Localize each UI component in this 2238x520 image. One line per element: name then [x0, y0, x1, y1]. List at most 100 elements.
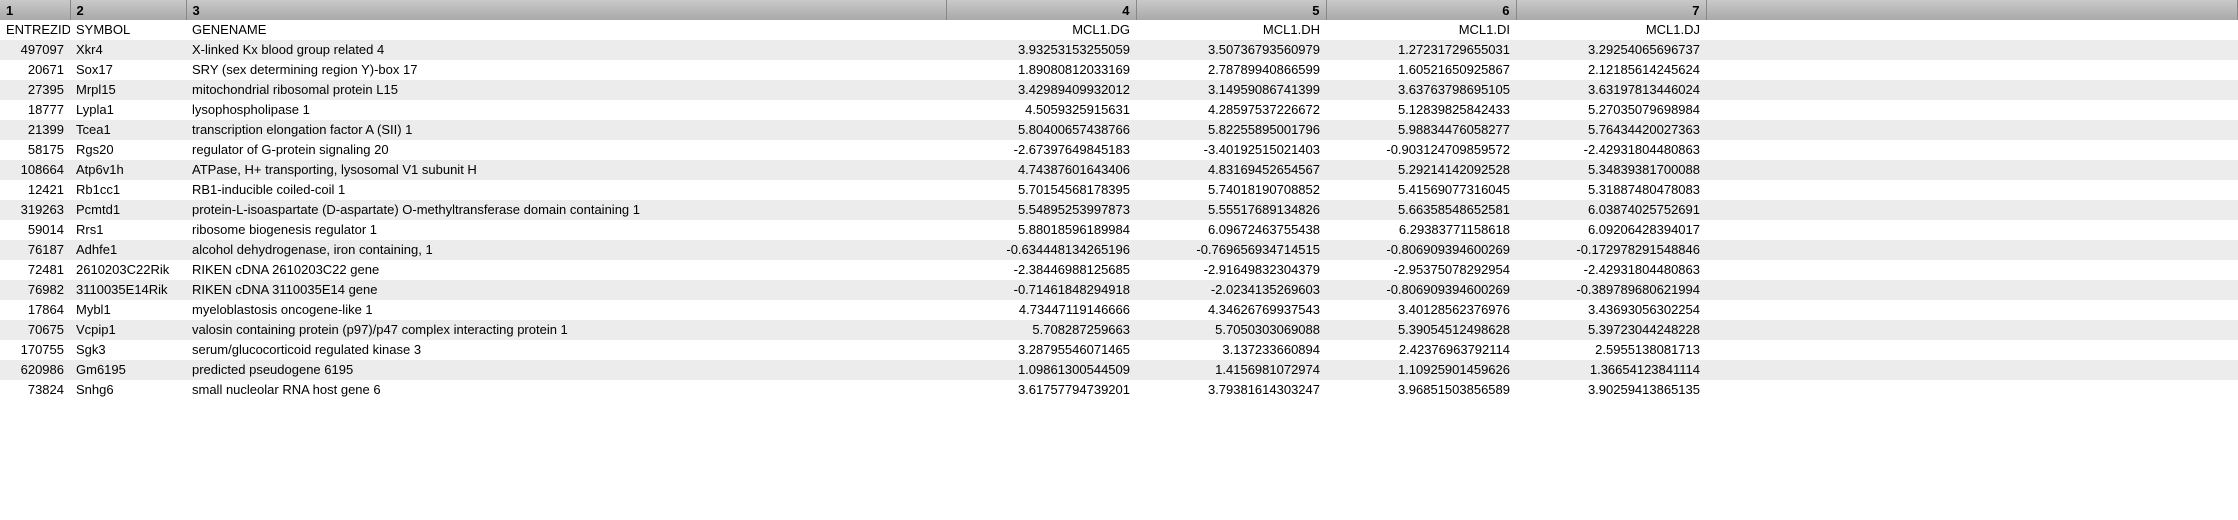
table-row[interactable]: 319263Pcmtd1protein-L-isoaspartate (D-as…	[0, 200, 2238, 220]
header-cell[interactable]: SYMBOL	[70, 20, 186, 40]
header-cell[interactable]: MCL1.DI	[1326, 20, 1516, 40]
table-cell[interactable]: 5.41569077316045	[1326, 180, 1516, 200]
table-cell[interactable]: 108664	[0, 160, 70, 180]
table-cell[interactable]: RB1-inducible coiled-coil 1	[186, 180, 946, 200]
table-cell[interactable]: 76982	[0, 280, 70, 300]
table-cell[interactable]: 497097	[0, 40, 70, 60]
table-cell[interactable]: 4.5059325915631	[946, 100, 1136, 120]
table-cell[interactable]: 3.28795546071465	[946, 340, 1136, 360]
table-cell[interactable]: 1.89080812033169	[946, 60, 1136, 80]
table-cell[interactable]: Mybl1	[70, 300, 186, 320]
table-cell[interactable]: 3.96851503856589	[1326, 380, 1516, 400]
table-cell[interactable]: lysophospholipase 1	[186, 100, 946, 120]
header-cell[interactable]: ENTREZID	[0, 20, 70, 40]
table-row[interactable]: 18777Lypla1lysophospholipase 14.50593259…	[0, 100, 2238, 120]
table-cell[interactable]: 3.61757794739201	[946, 380, 1136, 400]
table-cell[interactable]: 58175	[0, 140, 70, 160]
table-cell[interactable]: 3.14959086741399	[1136, 80, 1326, 100]
table-cell[interactable]: -2.95375078292954	[1326, 260, 1516, 280]
col-index-7[interactable]: 7	[1516, 0, 1706, 20]
table-cell[interactable]: Sox17	[70, 60, 186, 80]
table-row[interactable]: 12421Rb1cc1RB1-inducible coiled-coil 15.…	[0, 180, 2238, 200]
table-cell[interactable]: 20671	[0, 60, 70, 80]
table-cell[interactable]: 3.90259413865135	[1516, 380, 1706, 400]
table-cell[interactable]: 3.63197813446024	[1516, 80, 1706, 100]
table-cell[interactable]: Sgk3	[70, 340, 186, 360]
table-cell[interactable]: 5.88018596189984	[946, 220, 1136, 240]
table-cell[interactable]: 59014	[0, 220, 70, 240]
table-cell[interactable]: 70675	[0, 320, 70, 340]
table-cell[interactable]: -0.634448134265196	[946, 240, 1136, 260]
table-cell[interactable]: RIKEN cDNA 2610203C22 gene	[186, 260, 946, 280]
table-cell[interactable]: 3110035E14Rik	[70, 280, 186, 300]
table-row[interactable]: 20671Sox17SRY (sex determining region Y)…	[0, 60, 2238, 80]
table-cell[interactable]: X-linked Kx blood group related 4	[186, 40, 946, 60]
table-cell[interactable]: -0.389789680621994	[1516, 280, 1706, 300]
table-row[interactable]: 17864Mybl1myeloblastosis oncogene-like 1…	[0, 300, 2238, 320]
gene-expression-table[interactable]: 1 2 3 4 5 6 7 ENTREZIDSYMBOLGENENAMEMCL1…	[0, 0, 2238, 400]
header-cell[interactable]: GENENAME	[186, 20, 946, 40]
table-cell[interactable]: 170755	[0, 340, 70, 360]
table-row[interactable]: 70675Vcpip1valosin containing protein (p…	[0, 320, 2238, 340]
table-cell[interactable]: Mrpl15	[70, 80, 186, 100]
table-row[interactable]: 724812610203C22RikRIKEN cDNA 2610203C22 …	[0, 260, 2238, 280]
table-row[interactable]: 620986Gm6195predicted pseudogene 61951.0…	[0, 360, 2238, 380]
table-cell[interactable]: 76187	[0, 240, 70, 260]
table-cell[interactable]: Rgs20	[70, 140, 186, 160]
table-cell[interactable]: 2610203C22Rik	[70, 260, 186, 280]
table-cell[interactable]: 18777	[0, 100, 70, 120]
table-cell[interactable]: -2.0234135269603	[1136, 280, 1326, 300]
table-cell[interactable]: protein-L-isoaspartate (D-aspartate) O-m…	[186, 200, 946, 220]
table-cell[interactable]: 4.73447119146666	[946, 300, 1136, 320]
table-cell[interactable]: -2.91649832304379	[1136, 260, 1326, 280]
table-cell[interactable]: -0.172978291548846	[1516, 240, 1706, 260]
table-row[interactable]: 769823110035E14RikRIKEN cDNA 3110035E14 …	[0, 280, 2238, 300]
table-cell[interactable]: predicted pseudogene 6195	[186, 360, 946, 380]
table-cell[interactable]: -2.67397649845183	[946, 140, 1136, 160]
table-cell[interactable]: Gm6195	[70, 360, 186, 380]
table-cell[interactable]: Lypla1	[70, 100, 186, 120]
table-cell[interactable]: valosin containing protein (p97)/p47 com…	[186, 320, 946, 340]
table-cell[interactable]: 1.10925901459626	[1326, 360, 1516, 380]
table-cell[interactable]: 5.12839825842433	[1326, 100, 1516, 120]
table-cell[interactable]: 5.98834476058277	[1326, 120, 1516, 140]
table-cell[interactable]: 5.34839381700088	[1516, 160, 1706, 180]
table-cell[interactable]: 5.70154568178395	[946, 180, 1136, 200]
table-cell[interactable]: 21399	[0, 120, 70, 140]
table-cell[interactable]: 1.4156981072974	[1136, 360, 1326, 380]
table-cell[interactable]: 4.34626769937543	[1136, 300, 1326, 320]
table-row[interactable]: 21399Tcea1transcription elongation facto…	[0, 120, 2238, 140]
table-cell[interactable]: 1.09861300544509	[946, 360, 1136, 380]
table-cell[interactable]: 6.09672463755438	[1136, 220, 1326, 240]
table-cell[interactable]: 3.29254065696737	[1516, 40, 1706, 60]
table-cell[interactable]: -0.806909394600269	[1326, 280, 1516, 300]
table-cell[interactable]: 12421	[0, 180, 70, 200]
table-cell[interactable]: myeloblastosis oncogene-like 1	[186, 300, 946, 320]
table-cell[interactable]: 5.76434420027363	[1516, 120, 1706, 140]
table-cell[interactable]: 2.42376963792114	[1326, 340, 1516, 360]
table-row[interactable]: 59014Rrs1ribosome biogenesis regulator 1…	[0, 220, 2238, 240]
table-cell[interactable]: 5.7050303069088	[1136, 320, 1326, 340]
table-cell[interactable]: 6.09206428394017	[1516, 220, 1706, 240]
table-cell[interactable]: serum/glucocorticoid regulated kinase 3	[186, 340, 946, 360]
table-cell[interactable]: 1.60521650925867	[1326, 60, 1516, 80]
table-cell[interactable]: 5.39723044248228	[1516, 320, 1706, 340]
col-index-6[interactable]: 6	[1326, 0, 1516, 20]
table-cell[interactable]: 5.66358548652581	[1326, 200, 1516, 220]
table-cell[interactable]: regulator of G-protein signaling 20	[186, 140, 946, 160]
table-cell[interactable]: 3.40128562376976	[1326, 300, 1516, 320]
table-cell[interactable]: 3.43693056302254	[1516, 300, 1706, 320]
table-row[interactable]: 58175Rgs20regulator of G-protein signali…	[0, 140, 2238, 160]
header-cell[interactable]: MCL1.DG	[946, 20, 1136, 40]
table-cell[interactable]: 5.39054512498628	[1326, 320, 1516, 340]
table-cell[interactable]: 73824	[0, 380, 70, 400]
table-cell[interactable]: -2.38446988125685	[946, 260, 1136, 280]
table-cell[interactable]: Snhg6	[70, 380, 186, 400]
table-cell[interactable]: 5.74018190708852	[1136, 180, 1326, 200]
table-cell[interactable]: RIKEN cDNA 3110035E14 gene	[186, 280, 946, 300]
table-cell[interactable]: 4.83169452654567	[1136, 160, 1326, 180]
table-cell[interactable]: Tcea1	[70, 120, 186, 140]
table-cell[interactable]: -0.71461848294918	[946, 280, 1136, 300]
table-cell[interactable]: -0.903124709859572	[1326, 140, 1516, 160]
table-cell[interactable]: 5.55517689134826	[1136, 200, 1326, 220]
